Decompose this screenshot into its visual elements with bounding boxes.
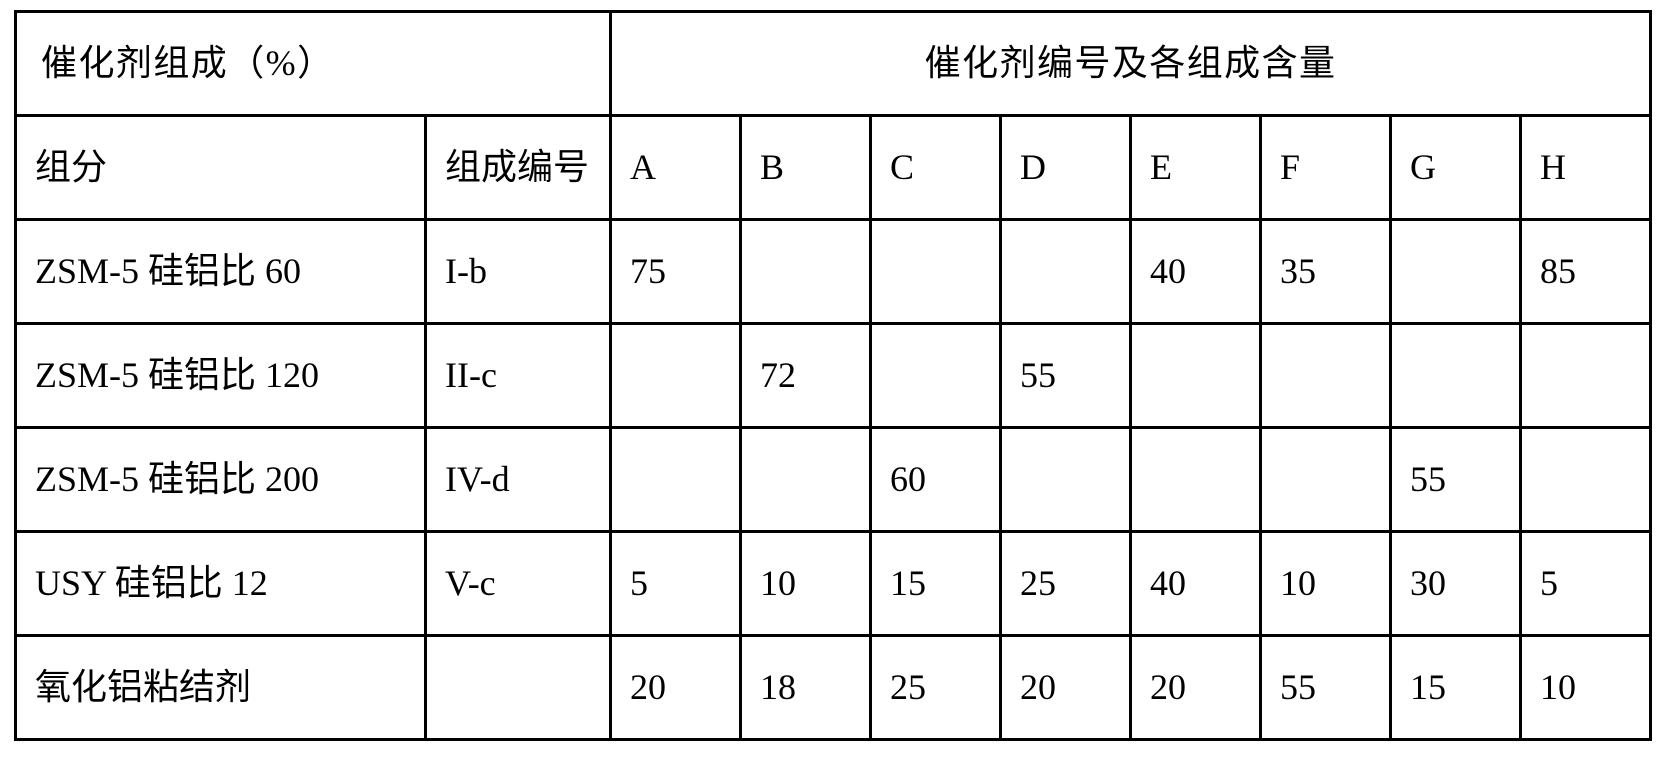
header-right: 催化剂编号及各组成含量 (611, 12, 1651, 116)
component-prefix: ZSM-5 (35, 251, 148, 291)
value-cell: 75 (611, 220, 741, 324)
value-cell (1131, 428, 1261, 532)
value-cell: 20 (1001, 636, 1131, 740)
value-cell (1391, 324, 1521, 428)
value-cell: 30 (1391, 532, 1521, 636)
value-cell: 10 (1261, 532, 1391, 636)
col-code-label: 组成编号 (426, 116, 611, 220)
component-cn: 氧化铝粘结剂 (35, 667, 251, 707)
col-catalyst-A: A (611, 116, 741, 220)
value-cell (871, 220, 1001, 324)
value-cell: 5 (1521, 532, 1651, 636)
col-component-label: 组分 (16, 116, 426, 220)
value-cell: 40 (1131, 532, 1261, 636)
value-cell: 20 (611, 636, 741, 740)
component-prefix: ZSM-5 (35, 459, 148, 499)
value-cell (871, 324, 1001, 428)
value-cell (1521, 428, 1651, 532)
value-cell (741, 428, 871, 532)
table-row: USY 硅铝比 12V-c51015254010305 (16, 532, 1651, 636)
header-row: 催化剂组成（%）催化剂编号及各组成含量 (16, 12, 1651, 116)
value-cell: 55 (1001, 324, 1131, 428)
value-cell (1001, 220, 1131, 324)
code-cell: II-c (426, 324, 611, 428)
header-left: 催化剂组成（%） (16, 12, 611, 116)
value-cell: 5 (611, 532, 741, 636)
value-cell (1521, 324, 1651, 428)
col-catalyst-E: E (1131, 116, 1261, 220)
value-cell (1001, 428, 1131, 532)
component-cn: 硅铝比 (148, 251, 256, 291)
table-row: ZSM-5 硅铝比 200IV-d6055 (16, 428, 1651, 532)
component-cell: USY 硅铝比 12 (16, 532, 426, 636)
subheader-row: 组分组成编号ABCDEFGH (16, 116, 1651, 220)
code-cell: V-c (426, 532, 611, 636)
col-catalyst-C: C (871, 116, 1001, 220)
value-cell: 20 (1131, 636, 1261, 740)
code-cell: I-b (426, 220, 611, 324)
value-cell (1261, 428, 1391, 532)
value-cell: 25 (1001, 532, 1131, 636)
table-row: ZSM-5 硅铝比 120II-c7255 (16, 324, 1651, 428)
value-cell (741, 220, 871, 324)
component-cell: ZSM-5 硅铝比 200 (16, 428, 426, 532)
catalyst-composition-table: 催化剂组成（%）催化剂编号及各组成含量组分组成编号ABCDEFGHZSM-5 硅… (14, 10, 1652, 741)
value-cell: 25 (871, 636, 1001, 740)
code-cell (426, 636, 611, 740)
value-cell (1391, 220, 1521, 324)
code-cell: IV-d (426, 428, 611, 532)
value-cell: 10 (741, 532, 871, 636)
component-prefix: ZSM-5 (35, 355, 148, 395)
component-cn: 硅铝比 (148, 459, 256, 499)
component-num: 12 (223, 563, 268, 603)
component-num: 120 (256, 355, 319, 395)
value-cell: 35 (1261, 220, 1391, 324)
component-prefix: USY (35, 563, 115, 603)
table-row: ZSM-5 硅铝比 60I-b75403585 (16, 220, 1651, 324)
value-cell: 85 (1521, 220, 1651, 324)
value-cell (1261, 324, 1391, 428)
value-cell: 18 (741, 636, 871, 740)
component-num: 60 (256, 251, 301, 291)
col-catalyst-F: F (1261, 116, 1391, 220)
col-catalyst-B: B (741, 116, 871, 220)
value-cell (1131, 324, 1261, 428)
value-cell: 40 (1131, 220, 1261, 324)
value-cell: 15 (1391, 636, 1521, 740)
value-cell: 60 (871, 428, 1001, 532)
table-body: 催化剂组成（%）催化剂编号及各组成含量组分组成编号ABCDEFGHZSM-5 硅… (16, 12, 1651, 740)
value-cell (611, 428, 741, 532)
value-cell: 15 (871, 532, 1001, 636)
col-catalyst-G: G (1391, 116, 1521, 220)
value-cell: 72 (741, 324, 871, 428)
value-cell (611, 324, 741, 428)
value-cell: 55 (1391, 428, 1521, 532)
col-catalyst-H: H (1521, 116, 1651, 220)
component-num: 200 (256, 459, 319, 499)
col-catalyst-D: D (1001, 116, 1131, 220)
value-cell: 10 (1521, 636, 1651, 740)
component-cell: 氧化铝粘结剂 (16, 636, 426, 740)
table-row: 氧化铝粘结剂2018252020551510 (16, 636, 1651, 740)
value-cell: 55 (1261, 636, 1391, 740)
component-cell: ZSM-5 硅铝比 120 (16, 324, 426, 428)
component-cn: 硅铝比 (115, 563, 223, 603)
component-cell: ZSM-5 硅铝比 60 (16, 220, 426, 324)
component-cn: 硅铝比 (148, 355, 256, 395)
